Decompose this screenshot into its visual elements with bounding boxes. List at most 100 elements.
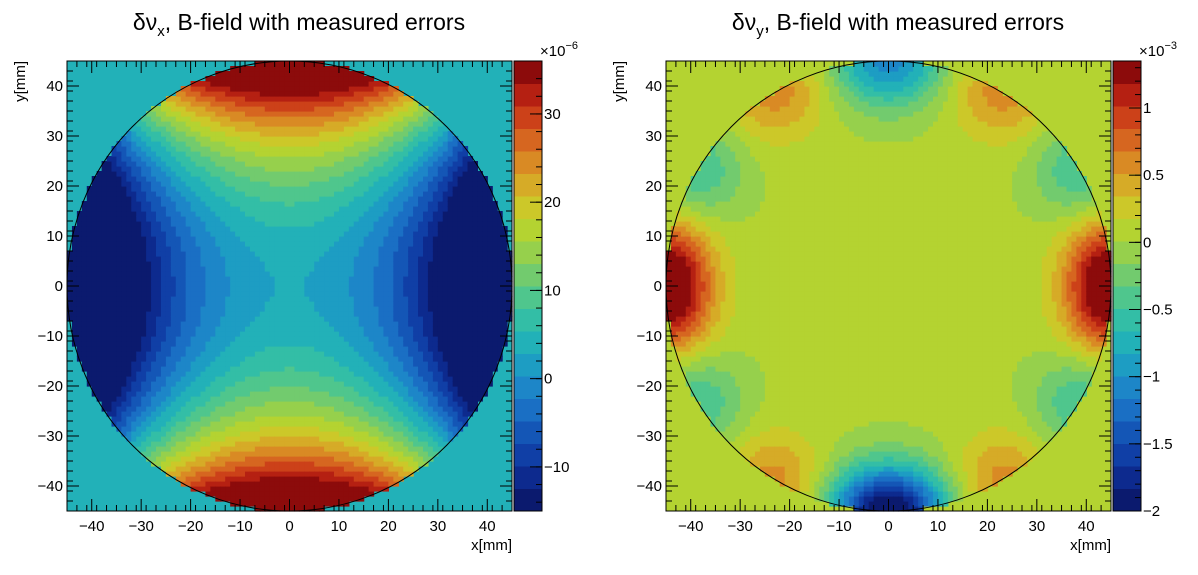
heatmap-cell: [230, 466, 236, 472]
heatmap-cell: [111, 166, 118, 172]
heatmap-cell: [329, 346, 335, 352]
heatmap-cell: [91, 296, 98, 302]
heatmap-cell: [299, 311, 305, 317]
heatmap-cell: [156, 181, 162, 187]
heatmap-cell: [71, 271, 78, 277]
heatmap-cell: [373, 311, 380, 317]
heatmap-cell: [195, 176, 202, 182]
heatmap-cell: [195, 441, 202, 447]
heatmap-cell: [170, 331, 177, 337]
heatmap-cell: [314, 256, 320, 262]
heatmap-cell: [225, 221, 231, 227]
heatmap-cell: [141, 436, 147, 442]
heatmap-cell: [363, 451, 370, 457]
heatmap-cell: [230, 231, 236, 237]
heatmap-cell: [329, 136, 335, 142]
heatmap-cell: [259, 296, 266, 302]
heatmap-cell: [279, 301, 286, 307]
heatmap-cell: [363, 161, 370, 167]
heatmap-cell: [71, 311, 78, 317]
heatmap-cell: [348, 326, 355, 332]
heatmap-cell: [254, 141, 261, 147]
heatmap-cell: [101, 196, 108, 202]
heatmap-cell: [215, 91, 221, 97]
heatmap-cell: [205, 91, 211, 97]
heatmap-cell: [215, 256, 221, 262]
heatmap-cell: [329, 266, 335, 272]
heatmap-cell: [329, 356, 335, 362]
heatmap-cell: [294, 186, 300, 192]
heatmap-cell: [299, 346, 305, 352]
heatmap-cell: [121, 146, 127, 152]
heatmap-cell: [329, 76, 335, 82]
heatmap-cell: [175, 241, 182, 247]
heatmap-cell: [215, 126, 221, 132]
heatmap-cell: [269, 226, 276, 232]
heatmap-cell: [67, 266, 73, 272]
heatmap-cell: [388, 271, 394, 277]
heatmap-cell: [348, 181, 355, 187]
heatmap-cell: [284, 151, 291, 157]
heatmap-cell: [146, 416, 152, 422]
heatmap-cell: [205, 341, 211, 347]
heatmap-cell: [76, 246, 83, 252]
heatmap-cell: [180, 401, 187, 407]
heatmap-cell: [274, 291, 281, 297]
heatmap-cell: [215, 171, 221, 177]
heatmap-cell: [358, 86, 365, 92]
heatmap-cell: [195, 96, 202, 102]
heatmap-cell: [96, 226, 103, 232]
heatmap-cell: [294, 496, 300, 502]
heatmap-cell: [106, 186, 113, 192]
heatmap-cell: [358, 491, 365, 497]
heatmap-cell: [373, 276, 380, 282]
heatmap-cell: [309, 376, 315, 382]
heatmap-cell: [274, 466, 281, 472]
heatmap-cell: [205, 256, 211, 262]
heatmap-cell: [309, 321, 315, 327]
heatmap-cell: [245, 261, 251, 267]
heatmap-cell: [220, 396, 226, 402]
heatmap-cell: [254, 316, 261, 322]
heatmap-cell: [324, 211, 330, 217]
heatmap-cell: [205, 156, 211, 162]
heatmap-cell: [259, 61, 266, 67]
heatmap-cell: [81, 276, 88, 282]
heatmap-cell: [156, 421, 162, 427]
heatmap-cell: [314, 126, 320, 132]
heatmap-cell: [314, 276, 320, 282]
heatmap-cell: [334, 151, 340, 157]
heatmap-cell: [383, 441, 389, 447]
heatmap-cell: [116, 401, 122, 407]
heatmap-cell: [363, 406, 370, 412]
heatmap-cell: [146, 286, 152, 292]
heatmap-cell: [314, 216, 320, 222]
heatmap-cell: [131, 361, 137, 367]
heatmap-cell: [334, 266, 340, 272]
heatmap-cell: [175, 131, 182, 137]
heatmap-cell: [329, 431, 335, 437]
heatmap-cell: [235, 416, 241, 422]
heatmap-cell: [314, 466, 320, 472]
heatmap-cell: [106, 221, 113, 227]
heatmap-cell: [373, 381, 380, 387]
heatmap-cell: [388, 456, 394, 462]
heatmap-cell: [319, 166, 325, 172]
heatmap-cell: [264, 151, 271, 157]
heatmap-cell: [151, 116, 157, 122]
heatmap-cell: [106, 316, 113, 322]
heatmap-cell: [146, 166, 152, 172]
heatmap-cell: [254, 81, 261, 87]
heatmap-cell: [165, 136, 172, 142]
heatmap-cell: [309, 361, 315, 367]
heatmap-cell: [101, 356, 108, 362]
heatmap-cell: [195, 451, 202, 457]
heatmap-cell: [245, 276, 251, 282]
heatmap-cell: [269, 191, 276, 197]
heatmap-cell: [141, 396, 147, 402]
heatmap-cell: [195, 266, 202, 272]
heatmap-cell: [170, 326, 177, 332]
heatmap-cell: [279, 391, 286, 397]
heatmap-cell: [274, 476, 281, 482]
heatmap-cell: [314, 281, 320, 287]
